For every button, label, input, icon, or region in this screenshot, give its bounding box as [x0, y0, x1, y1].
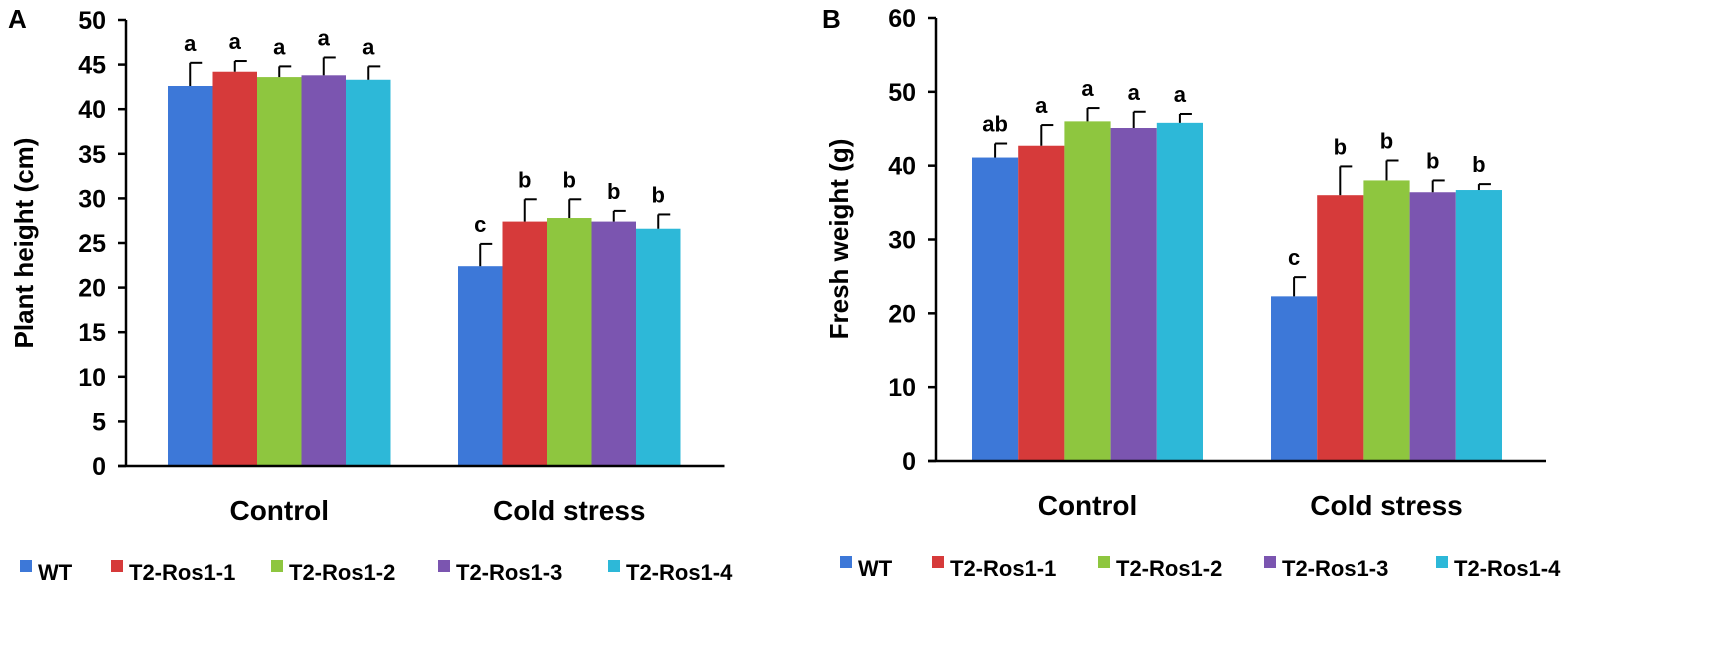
- significance-letter: b: [518, 167, 531, 192]
- bar: [1064, 121, 1111, 461]
- x-tick-label: Control: [229, 495, 329, 526]
- legend-label: T2-Ros1-1: [129, 560, 235, 585]
- y-tick-label: 25: [78, 230, 106, 258]
- y-tick-label: 60: [888, 5, 916, 33]
- bar: [1110, 128, 1157, 462]
- significance-letter: a: [362, 34, 375, 59]
- y-tick-label: 10: [78, 364, 106, 392]
- legend-label: T2-Ros1-1: [950, 556, 1056, 581]
- significance-letter: b: [563, 167, 576, 192]
- significance-letter: c: [474, 212, 486, 237]
- panel-letter: B: [822, 4, 841, 34]
- legend-label: T2-Ros1-4: [626, 560, 733, 585]
- significance-letter: a: [184, 31, 197, 56]
- panel-a: A Plant height (cm) 0 5 10 15 20 25 30 35 40 45 50 a c…: [8, 4, 733, 585]
- legend-label: T2-Ros1-2: [1116, 556, 1222, 581]
- bar: [972, 157, 1019, 462]
- bar: [1363, 180, 1410, 461]
- bar: [1018, 145, 1065, 461]
- legend-label: T2-Ros1-4: [1454, 556, 1561, 581]
- y-tick-label: 40: [78, 96, 106, 124]
- y-tick-label: 30: [888, 227, 916, 255]
- y-axis-label: Plant height (cm): [9, 138, 39, 349]
- legend-swatch: [608, 560, 620, 572]
- legend-swatch: [20, 560, 32, 572]
- significance-letter: b: [1334, 134, 1347, 159]
- significance-letter: a: [1174, 82, 1187, 107]
- significance-letter: b: [607, 179, 620, 204]
- significance-letter: a: [1081, 76, 1094, 101]
- bar: [458, 266, 503, 466]
- legend-swatch: [840, 556, 852, 568]
- significance-letter: a: [318, 25, 331, 50]
- bar: [346, 79, 391, 466]
- significance-letter: ab: [982, 112, 1008, 137]
- bar: [591, 221, 636, 466]
- legend-label: T2-Ros1-3: [1282, 556, 1388, 581]
- y-tick-label: 45: [78, 52, 106, 80]
- legend-label: T2-Ros1-3: [456, 560, 562, 585]
- significance-letter: a: [1128, 80, 1141, 105]
- legend-label: T2-Ros1-2: [289, 560, 395, 585]
- y-tick-label: 10: [888, 374, 916, 402]
- bar: [212, 71, 257, 467]
- significance-letter: a: [1035, 93, 1048, 118]
- bar: [1271, 296, 1318, 461]
- legend-swatch: [111, 560, 123, 572]
- bar: [168, 86, 213, 467]
- significance-letter: a: [229, 29, 242, 54]
- bar: [1455, 190, 1502, 461]
- bar: [1156, 122, 1203, 462]
- y-tick-label: 50: [888, 79, 916, 107]
- legend-label: WT: [858, 556, 893, 581]
- legend-swatch: [271, 560, 283, 572]
- y-tick-label: 20: [78, 275, 106, 303]
- bar: [636, 228, 681, 466]
- legend-swatch: [1264, 556, 1276, 568]
- y-tick-label: 15: [78, 319, 106, 347]
- bar: [1409, 192, 1456, 461]
- significance-letter: b: [1472, 152, 1485, 177]
- y-tick-label: 50: [78, 7, 106, 35]
- y-tick-label: 0: [902, 448, 916, 476]
- y-tick-label: 30: [78, 185, 106, 213]
- significance-letter: c: [1288, 245, 1300, 270]
- significance-letter: b: [652, 182, 665, 207]
- legend-swatch: [932, 556, 944, 568]
- bar: [301, 75, 346, 466]
- y-axis-label: Fresh weight (g): [824, 139, 854, 340]
- y-tick-label: 20: [888, 300, 916, 328]
- panel-letter: A: [8, 4, 27, 34]
- y-tick-label: 40: [888, 153, 916, 181]
- legend-swatch: [1098, 556, 1110, 568]
- significance-letter: a: [273, 34, 286, 59]
- legend-label: WT: [38, 560, 73, 585]
- bar: [1317, 195, 1364, 461]
- bar: [502, 221, 547, 466]
- significance-letter: b: [1426, 148, 1439, 173]
- significance-letter: b: [1380, 128, 1393, 153]
- y-tick-label: 35: [78, 141, 106, 169]
- x-tick-label: Control: [1038, 490, 1138, 521]
- legend-swatch: [1436, 556, 1448, 568]
- x-tick-label: Cold stress: [493, 495, 646, 526]
- x-tick-label: Cold stress: [1310, 490, 1463, 521]
- legend-swatch: [438, 560, 450, 572]
- bar: [547, 218, 592, 466]
- y-tick-label: 0: [92, 453, 106, 481]
- y-tick-label: 5: [92, 408, 106, 436]
- bar: [257, 77, 302, 466]
